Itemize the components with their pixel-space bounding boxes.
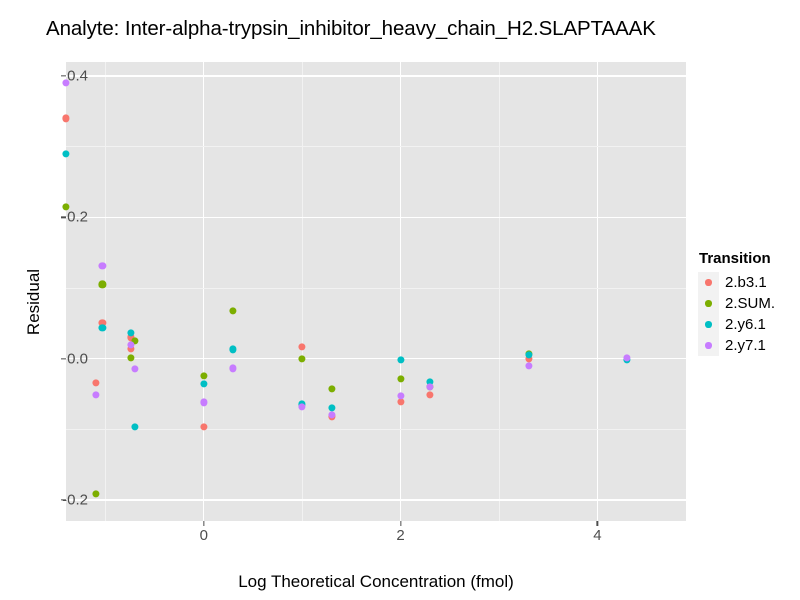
data-point: [127, 333, 135, 341]
data-point: [524, 362, 533, 370]
data-point: [397, 356, 405, 364]
data-point: [298, 354, 306, 363]
legend: Transition 2.b3.1 2.SUM. 2.y6.1 2.y7.1: [698, 250, 775, 356]
data-point: [127, 329, 135, 337]
y-axis-tick-mark: [61, 75, 66, 77]
data-point: [62, 150, 70, 158]
data-point: [98, 323, 106, 332]
gridline-horizontal: [66, 216, 686, 219]
plot-panel: [62, 62, 686, 521]
data-point: [131, 365, 139, 373]
legend-item-2-sum-[interactable]: 2.SUM.: [698, 293, 775, 314]
gridline-horizontal: [66, 499, 686, 501]
gridline-vertical: [596, 62, 599, 521]
x-axis-tick-label: 4: [593, 527, 602, 544]
data-point: [200, 371, 208, 380]
legend-item-label: 2.y7.1: [725, 337, 766, 354]
data-point: [91, 379, 100, 387]
y-axis-tick-mark: [61, 357, 66, 360]
data-point: [200, 423, 208, 431]
gridline-vertical-minor: [104, 62, 106, 521]
data-point: [298, 403, 306, 411]
data-point: [426, 383, 434, 391]
gridline-horizontal: [66, 75, 686, 77]
gridline-vertical: [203, 62, 205, 521]
gridline-horizontal-minor: [66, 146, 686, 148]
y-axis-tick-mark: [61, 499, 66, 501]
legend-swatch-icon: [698, 314, 719, 335]
data-point: [98, 318, 106, 327]
x-axis-tick-mark: [399, 521, 402, 526]
data-point: [200, 398, 208, 406]
data-point: [98, 262, 106, 270]
legend-title: Transition: [699, 250, 771, 267]
data-point: [397, 392, 405, 400]
gridline-horizontal-minor: [66, 428, 686, 430]
y-axis-tick-label: -0.2: [62, 491, 88, 509]
gridline-horizontal-minor: [66, 287, 686, 289]
legend-item-2-y6-1[interactable]: 2.y6.1: [698, 314, 775, 335]
data-point: [328, 385, 336, 393]
y-axis-tick-label: 0.0: [67, 350, 88, 368]
gridline-horizontal: [66, 357, 686, 360]
gridline-vertical-minor: [498, 62, 500, 521]
data-point: [524, 354, 533, 363]
data-point: [62, 203, 70, 211]
y-axis-tick-label: 0.2: [67, 208, 88, 226]
data-point: [62, 114, 70, 123]
data-point: [62, 79, 70, 87]
data-point: [91, 490, 100, 498]
data-point: [229, 345, 237, 353]
data-point: [127, 345, 135, 353]
data-point: [127, 354, 135, 362]
data-point: [623, 354, 631, 362]
data-point: [229, 307, 237, 315]
legend-items: 2.b3.1 2.SUM. 2.y6.1 2.y7.1: [698, 272, 775, 356]
data-point: [229, 364, 237, 373]
data-point: [426, 378, 434, 386]
page-title: Analyte: Inter-alpha-trypsin_inhibitor_h…: [46, 17, 656, 40]
legend-item-label: 2.SUM.: [725, 295, 776, 312]
data-point: [426, 391, 434, 399]
x-axis-tick-mark: [203, 521, 205, 526]
legend-item-2-y7-1[interactable]: 2.y7.1: [698, 335, 775, 356]
data-point: [91, 391, 100, 399]
legend-item-label: 2.b3.1: [725, 274, 767, 291]
legend-item-2-b3-1[interactable]: 2.b3.1: [698, 272, 775, 293]
data-point: [397, 375, 405, 383]
legend-swatch-icon: [698, 335, 719, 356]
data-point: [98, 280, 106, 289]
data-point: [298, 343, 306, 351]
x-axis-tick-label: 2: [396, 527, 405, 544]
x-axis-tick-label: 0: [199, 527, 208, 544]
gridline-vertical-minor: [301, 62, 303, 521]
legend-swatch-icon: [698, 272, 719, 293]
legend-item-label: 2.y6.1: [725, 316, 766, 333]
data-point: [328, 404, 336, 412]
y-axis-label: Residual: [24, 268, 43, 336]
y-axis-tick-label: 0.4: [67, 67, 88, 85]
data-point: [328, 411, 336, 419]
data-point: [524, 351, 533, 359]
data-point: [127, 341, 135, 349]
data-point: [131, 423, 139, 431]
y-axis-tick-mark: [61, 216, 66, 218]
data-point: [397, 398, 405, 406]
data-point: [131, 337, 139, 345]
x-axis-label: Log Theoretical Concentration (fmol): [238, 572, 514, 591]
data-point: [200, 380, 208, 388]
legend-swatch-icon: [698, 293, 719, 314]
x-axis-tick-mark: [596, 521, 599, 526]
gridline-vertical: [399, 62, 402, 521]
